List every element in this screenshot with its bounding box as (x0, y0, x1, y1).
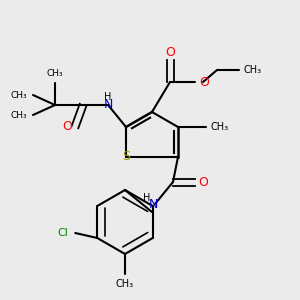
Text: CH₃: CH₃ (11, 91, 27, 100)
Text: S: S (122, 151, 130, 164)
Text: CH₃: CH₃ (244, 65, 262, 75)
Text: CH₃: CH₃ (47, 70, 63, 79)
Text: CH₃: CH₃ (116, 279, 134, 289)
Text: Cl: Cl (58, 228, 69, 238)
Text: O: O (62, 121, 72, 134)
Text: O: O (165, 46, 175, 59)
Text: H: H (143, 193, 151, 203)
Text: N: N (148, 197, 158, 211)
Text: N: N (103, 98, 113, 112)
Text: O: O (198, 176, 208, 188)
Text: CH₃: CH₃ (11, 110, 27, 119)
Text: O: O (199, 76, 209, 88)
Text: CH₃: CH₃ (211, 122, 229, 132)
Text: H: H (104, 92, 112, 102)
